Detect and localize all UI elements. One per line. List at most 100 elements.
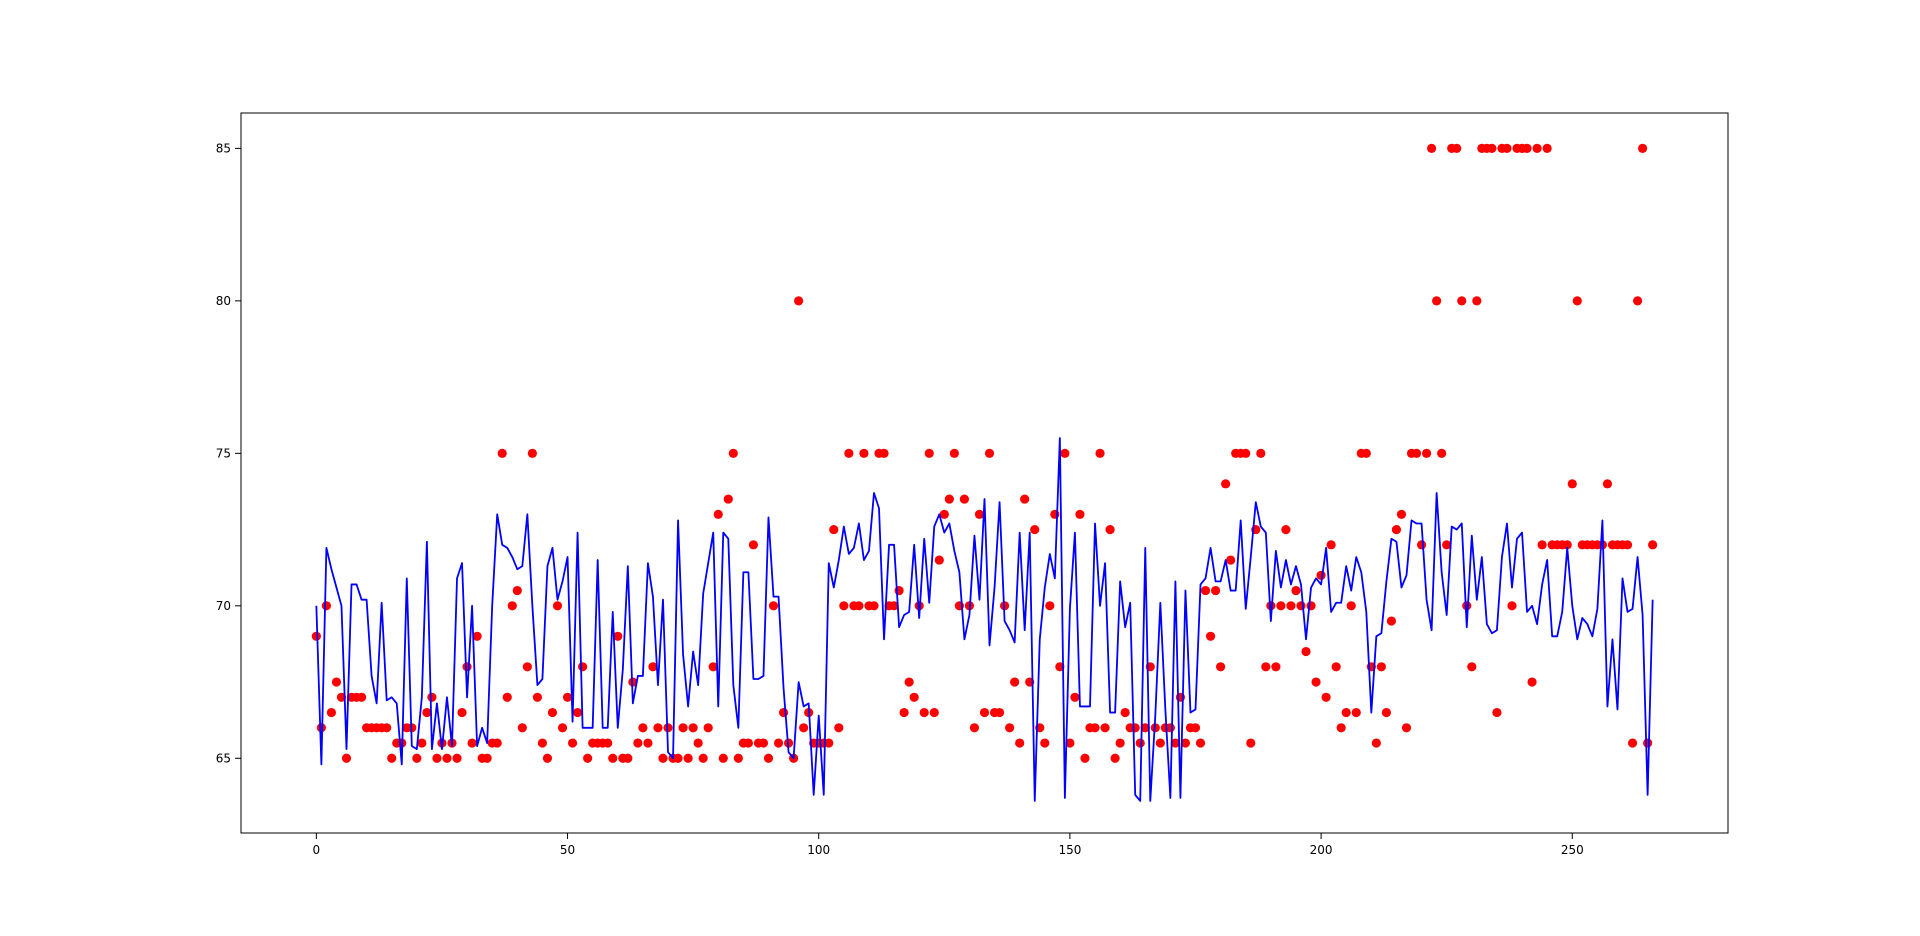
scatter-point (1502, 143, 1512, 153)
scatter-point (1396, 509, 1407, 519)
scatter-point (522, 662, 532, 672)
scatter-point (723, 494, 733, 504)
scatter-point (1487, 143, 1497, 153)
scatter-point (1527, 677, 1537, 687)
scatter-point (1301, 646, 1311, 657)
scatter-point (794, 296, 804, 306)
scatter-point (356, 692, 367, 702)
y-tick-label: 65 (216, 751, 231, 765)
scatter-point (708, 662, 718, 672)
scatter-point (748, 540, 759, 550)
scatter-point (829, 524, 839, 535)
scatter-point (1120, 707, 1130, 718)
scatter-point (542, 753, 553, 763)
x-tick-label: 50 (560, 843, 575, 857)
axes-frame (240, 112, 1729, 834)
scatter-point (1321, 692, 1331, 702)
scatter-point (427, 692, 437, 702)
scatter-point (1351, 707, 1361, 718)
scatter-point (959, 494, 970, 504)
scatter-point (1411, 448, 1422, 458)
scatter-point (1602, 479, 1613, 489)
scatter-point (1200, 585, 1211, 596)
scatter-point (442, 753, 452, 763)
scatter-point (733, 753, 743, 763)
scatter-point (648, 662, 658, 672)
scatter-point (547, 707, 558, 718)
scatter-point (1627, 738, 1638, 748)
x-tick-label: 150 (1058, 843, 1081, 857)
scatter-point (1371, 738, 1381, 748)
scatter-point (1190, 723, 1201, 733)
scatter-point (517, 723, 527, 733)
line-series (315, 437, 1654, 802)
scatter-point (1376, 662, 1386, 672)
scatter-point (854, 601, 864, 611)
scatter-point (1045, 601, 1055, 611)
scatter-point (1100, 723, 1110, 733)
scatter-point (1070, 692, 1080, 702)
scatter-point (567, 738, 578, 748)
scatter-point (412, 753, 422, 763)
x-tick-label: 250 (1561, 843, 1584, 857)
scatter-point (608, 753, 618, 763)
scatter-point (673, 753, 683, 763)
scatter-point (984, 448, 995, 458)
scatter-point (658, 753, 668, 763)
scatter-point (1180, 738, 1191, 748)
scatter-point (1216, 662, 1226, 672)
scatter-point (994, 707, 1005, 718)
scatter-point (462, 662, 472, 672)
scatter-point (1346, 601, 1356, 611)
scatter-point (1386, 616, 1397, 626)
scatter-point (387, 753, 397, 763)
scatter-point (613, 631, 623, 641)
scatter-point (1462, 601, 1472, 611)
scatter-point (482, 753, 492, 763)
scatter-point (1080, 753, 1090, 763)
scatter-point (974, 509, 985, 519)
scatter-point (1205, 631, 1216, 641)
scatter-point (1155, 738, 1165, 748)
scatter-point (1532, 143, 1542, 153)
scatter-point (763, 753, 774, 763)
scatter-point (1416, 540, 1427, 550)
scatter-point (1271, 662, 1281, 672)
scatter-point (844, 448, 854, 458)
scatter-point (638, 723, 648, 733)
scatter-point (758, 738, 769, 748)
scatter-point (1341, 707, 1351, 718)
scatter-point (1015, 738, 1025, 748)
scatter-point (1361, 448, 1371, 458)
scatter-point (909, 692, 919, 702)
scatter-point (1281, 524, 1291, 535)
scatter-point (578, 662, 588, 672)
scatter-point (603, 738, 613, 748)
scatter-point (1135, 738, 1145, 748)
scatter-point (1040, 738, 1050, 748)
scatter-point (1195, 738, 1206, 748)
scatter-point (1261, 662, 1271, 672)
scatter-point (572, 707, 583, 718)
scatter-point (1246, 738, 1256, 748)
scatter-point (1110, 753, 1120, 763)
scatter-point (623, 753, 633, 763)
scatter-point (678, 723, 688, 733)
scatter-point (1507, 601, 1517, 611)
scatter-point (773, 738, 784, 748)
scatter-point (979, 707, 990, 718)
scatter-point (1130, 723, 1140, 733)
scatter-point (557, 723, 568, 733)
scatter-point (859, 448, 869, 458)
scatter-point (1140, 723, 1150, 733)
scatter-point (321, 601, 332, 611)
scatter-point (889, 601, 899, 611)
scatter-point (633, 738, 643, 748)
scatter-point (1241, 448, 1251, 458)
scatter-point (1020, 494, 1030, 504)
scatter-point (507, 601, 517, 611)
y-tick-label: 80 (216, 294, 231, 308)
